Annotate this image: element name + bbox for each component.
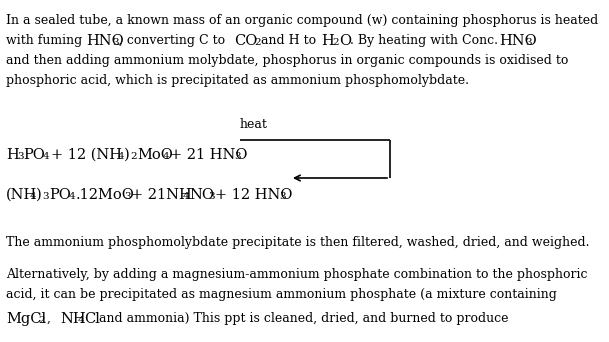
Text: 3: 3 xyxy=(208,192,214,201)
Text: Cl: Cl xyxy=(84,312,100,326)
Text: PO: PO xyxy=(23,148,45,162)
Text: 3: 3 xyxy=(42,192,49,201)
Text: . By heating with Conc.: . By heating with Conc. xyxy=(350,34,498,47)
Text: + 12 (NH: + 12 (NH xyxy=(51,148,122,162)
Text: 4: 4 xyxy=(163,152,170,161)
Text: 3: 3 xyxy=(124,192,130,201)
Text: 3: 3 xyxy=(279,192,286,201)
Text: HNO: HNO xyxy=(86,34,124,48)
Text: phosphoric acid, which is precipitated as ammonium phosphomolybdate.: phosphoric acid, which is precipitated a… xyxy=(6,74,469,87)
Text: + 12 HNO: + 12 HNO xyxy=(215,188,292,202)
Text: and ammonia) This ppt is cleaned, dried, and burned to produce: and ammonia) This ppt is cleaned, dried,… xyxy=(99,312,509,325)
Text: 2: 2 xyxy=(38,316,44,325)
Text: 4: 4 xyxy=(30,192,37,201)
Text: .12MoO: .12MoO xyxy=(76,188,135,202)
Text: H: H xyxy=(321,34,334,48)
Text: 4: 4 xyxy=(69,192,76,201)
Text: MgCl: MgCl xyxy=(6,312,46,326)
Text: , converting C to: , converting C to xyxy=(119,34,225,47)
Text: 4: 4 xyxy=(183,192,189,201)
Text: with fuming: with fuming xyxy=(6,34,82,47)
Text: (NH: (NH xyxy=(6,188,37,202)
Text: PO: PO xyxy=(49,188,71,202)
Text: + 21NH: + 21NH xyxy=(131,188,192,202)
Text: 3: 3 xyxy=(234,152,241,161)
Text: 4: 4 xyxy=(43,152,49,161)
Text: 4: 4 xyxy=(118,152,125,161)
Text: 2: 2 xyxy=(332,38,339,47)
Text: In a sealed tube, a known mass of an organic compound (w) containing phosphorus : In a sealed tube, a known mass of an org… xyxy=(6,14,598,27)
Text: ): ) xyxy=(124,148,130,162)
Text: MoO: MoO xyxy=(137,148,173,162)
Text: acid, it can be precipitated as magnesium ammonium phosphate (a mixture containi: acid, it can be precipitated as magnesiu… xyxy=(6,288,557,301)
Text: 2: 2 xyxy=(254,38,261,47)
Text: O: O xyxy=(339,34,351,48)
Text: 4: 4 xyxy=(78,316,85,325)
Text: HNO: HNO xyxy=(499,34,537,48)
Text: 3: 3 xyxy=(17,152,24,161)
Text: NO: NO xyxy=(189,188,214,202)
Text: CO: CO xyxy=(234,34,258,48)
Text: NH: NH xyxy=(60,312,86,326)
Text: ,: , xyxy=(47,312,51,325)
Text: H: H xyxy=(6,148,19,162)
Text: heat: heat xyxy=(240,118,268,131)
Text: and then adding ammonium molybdate, phosphorus in organic compounds is oxidised : and then adding ammonium molybdate, phos… xyxy=(6,54,568,67)
Text: Alternatively, by adding a magnesium-ammonium phosphate combination to the phosp: Alternatively, by adding a magnesium-amm… xyxy=(6,268,588,281)
Text: 2: 2 xyxy=(130,152,136,161)
Text: 3: 3 xyxy=(525,38,532,47)
Text: + 21 HNO: + 21 HNO xyxy=(170,148,247,162)
Text: 3: 3 xyxy=(112,38,119,47)
Text: ): ) xyxy=(36,188,42,202)
Text: and H to: and H to xyxy=(261,34,316,47)
Text: The ammonium phosphomolybdate precipitate is then filtered, washed, dried, and w: The ammonium phosphomolybdate precipitat… xyxy=(6,236,590,249)
